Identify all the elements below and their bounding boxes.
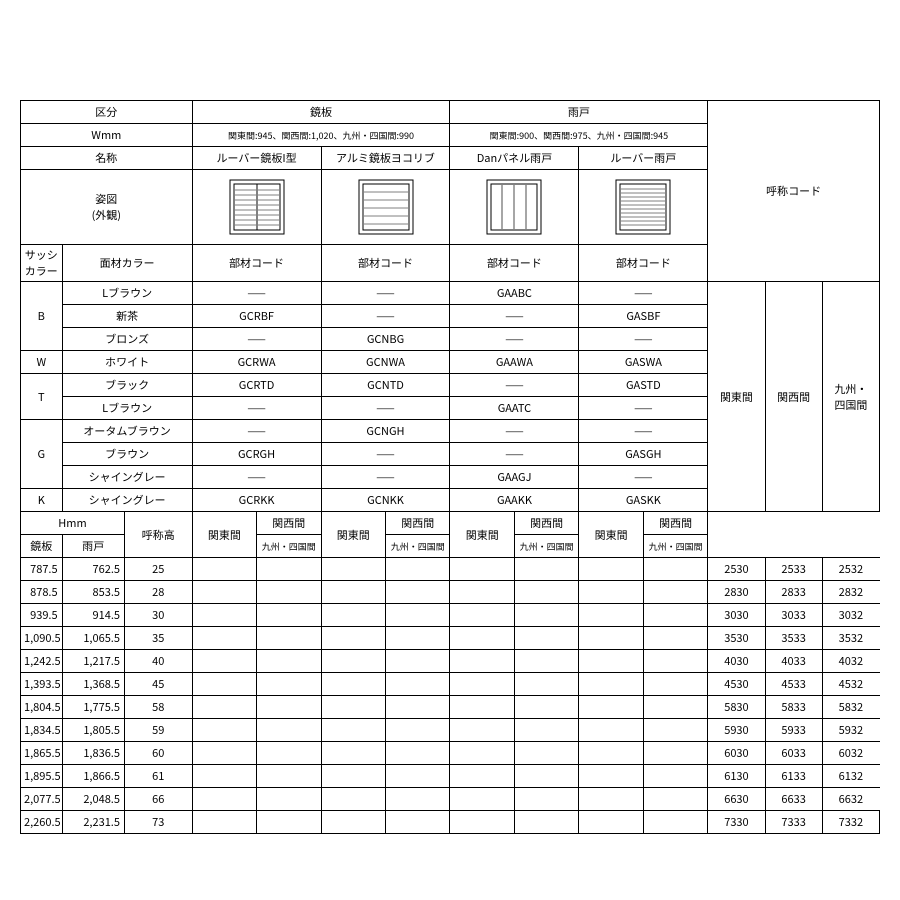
height-row: 787.5762.525253025332532: [21, 558, 880, 581]
hdr-meisho: 名称: [21, 147, 193, 170]
hdr-kosho: 呼称コード: [708, 101, 880, 282]
height-row: 1,895.51,866.561613061336132: [21, 765, 880, 788]
hdr-amado: 雨戸: [450, 101, 708, 124]
height-row: 2,077.52,048.566663066336632: [21, 788, 880, 811]
hdr-hmm: Hmm: [21, 512, 125, 535]
height-row: 939.5914.530303030333032: [21, 604, 880, 627]
kanto-label: 関東間: [708, 282, 765, 512]
kyushu-label: 九州・四国間: [822, 282, 879, 512]
table-container: 区分 鏡板 雨戸 呼称コード Wmm 関東間:945、関西間:1,020、九州・…: [20, 100, 880, 834]
height-row: 1,393.51,368.545453045334532: [21, 673, 880, 696]
hdr-menzai: 面材カラー: [62, 245, 192, 282]
col3: Danパネル雨戸: [450, 147, 579, 170]
height-row: 1,834.51,805.559593059335932: [21, 719, 880, 742]
col2: アルミ鏡板ヨコリブ: [321, 147, 450, 170]
height-row: 1,865.51,836.560603060336032: [21, 742, 880, 765]
louver2-icon: [614, 178, 672, 236]
mat-lbrown: Lブラウン: [62, 282, 192, 305]
col4: ルーバー雨戸: [579, 147, 708, 170]
height-row: 1,242.51,217.540403040334032: [21, 650, 880, 673]
wmm-kagami: 関東間:945、関西間:1,020、九州・四国間:990: [192, 124, 450, 147]
sash-b: B: [21, 282, 63, 351]
hdr-buzai-3: 部材コード: [450, 245, 579, 282]
hdr-kubun: 区分: [21, 101, 193, 124]
hdr-buzai-4: 部材コード: [579, 245, 708, 282]
wmm-amado: 関東間:900、関西間:975、九州・四国間:945: [450, 124, 708, 147]
hdr-wmm: Wmm: [21, 124, 193, 147]
hdr-sugata: 姿図(外観): [21, 170, 193, 245]
col1: ルーバー鏡板I型: [192, 147, 321, 170]
height-row: 2,260.52,231.573733073337332: [21, 811, 880, 834]
dan-icon: [485, 178, 543, 236]
hdr-sassi: サッシカラー: [21, 245, 63, 282]
hdr-buzai-1: 部材コード: [192, 245, 321, 282]
hdr-koshoko: 呼称高: [124, 512, 192, 558]
hdr-kagami: 鏡板: [192, 101, 450, 124]
height-row: 1,804.51,775.558583058335832: [21, 696, 880, 719]
icon-louver2: [579, 170, 708, 245]
icon-louver1: [192, 170, 321, 245]
icon-dan: [450, 170, 579, 245]
spec-table: 区分 鏡板 雨戸 呼称コード Wmm 関東間:945、関西間:1,020、九州・…: [20, 100, 880, 834]
height-rows: 787.5762.525253025332532878.5853.5282830…: [21, 558, 880, 834]
hdr-buzai-2: 部材コード: [321, 245, 450, 282]
louver-icon: [228, 178, 286, 236]
height-row: 878.5853.528283028332832: [21, 581, 880, 604]
alumi-icon: [357, 178, 415, 236]
kansai-label: 関西間: [765, 282, 822, 512]
icon-alumi: [321, 170, 450, 245]
height-row: 1,090.51,065.535353035333532: [21, 627, 880, 650]
row-b1: B Lブラウン —— —— GAABC —— 関東間 関西間 九州・四国間: [21, 282, 880, 305]
